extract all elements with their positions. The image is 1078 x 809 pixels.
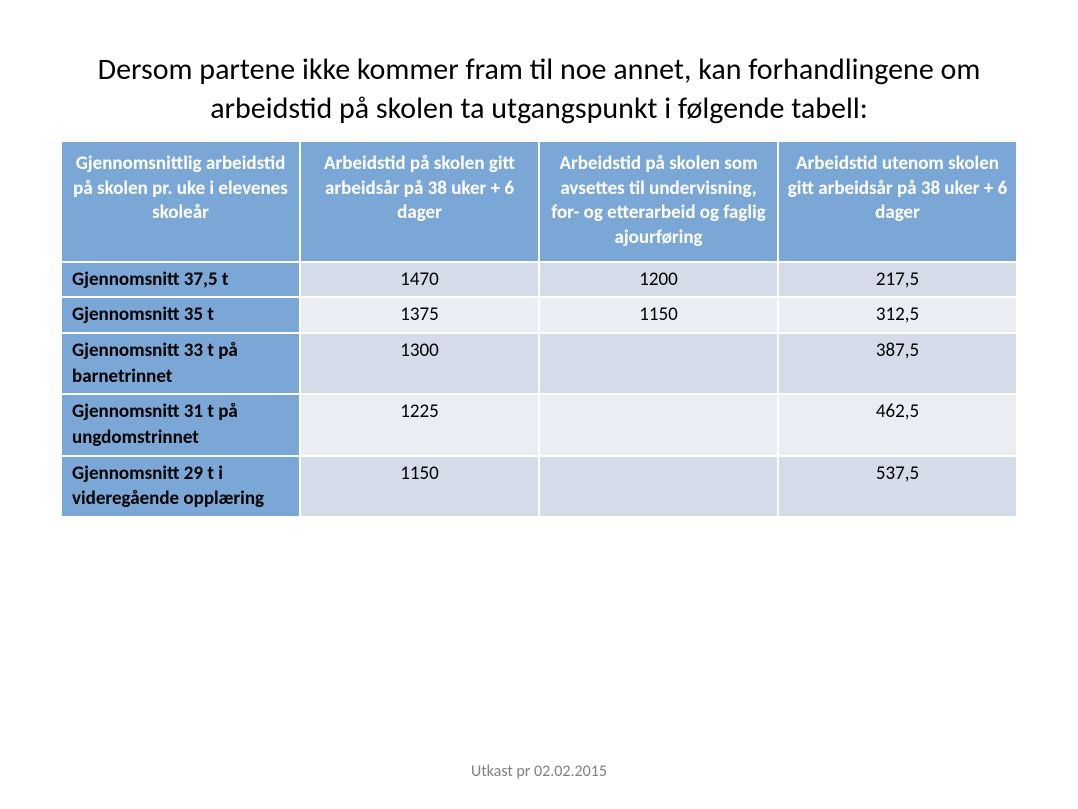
cell-value: 1300 bbox=[300, 333, 539, 394]
cell-value: 1150 bbox=[300, 456, 539, 517]
table-row: Gjennomsnitt 35 t13751150312,5 bbox=[61, 297, 1017, 333]
row-label: Gjennomsnitt 33 t på barnetrinnet bbox=[61, 333, 300, 394]
table-row: Gjennomsnitt 37,5 t14701200217,5 bbox=[61, 262, 1017, 298]
table-row: Gjennomsnitt 33 t på barnetrinnet1300 387… bbox=[61, 333, 1017, 394]
cell-value bbox=[539, 333, 778, 394]
cell-value: 1225 bbox=[300, 394, 539, 455]
cell-value: 1375 bbox=[300, 297, 539, 333]
cell-value: 1200 bbox=[539, 262, 778, 298]
table-header-row: Gjennomsnittlig arbeidstid på skolen pr.… bbox=[61, 141, 1017, 262]
col-header-0: Gjennomsnittlig arbeidstid på skolen pr.… bbox=[61, 141, 300, 262]
cell-value: 462,5 bbox=[778, 394, 1017, 455]
table-row: Gjennomsnitt 31 t på ungdomstrinnet1225 4… bbox=[61, 394, 1017, 455]
footer-text: Utkast pr 02.02.2015 bbox=[0, 762, 1078, 781]
table-row: Gjennomsnitt 29 t i videregående opplæri… bbox=[61, 456, 1017, 517]
cell-value: 312,5 bbox=[778, 297, 1017, 333]
page-title: Dersom partene ikke kommer fram til noe … bbox=[60, 50, 1018, 128]
row-label: Gjennomsnitt 31 t på ungdomstrinnet bbox=[61, 394, 300, 455]
work-hours-table: Gjennomsnittlig arbeidstid på skolen pr.… bbox=[60, 140, 1018, 518]
cell-value: 537,5 bbox=[778, 456, 1017, 517]
row-label: Gjennomsnitt 35 t bbox=[61, 297, 300, 333]
col-header-2: Arbeidstid på skolen som avsettes til un… bbox=[539, 141, 778, 262]
cell-value bbox=[539, 394, 778, 455]
col-header-3: Arbeidstid utenom skolen gitt arbeidsår … bbox=[778, 141, 1017, 262]
col-header-1: Arbeidstid på skolen gitt arbeidsår på 3… bbox=[300, 141, 539, 262]
cell-value bbox=[539, 456, 778, 517]
cell-value: 1150 bbox=[539, 297, 778, 333]
cell-value: 1470 bbox=[300, 262, 539, 298]
cell-value: 217,5 bbox=[778, 262, 1017, 298]
row-label: Gjennomsnitt 37,5 t bbox=[61, 262, 300, 298]
cell-value: 387,5 bbox=[778, 333, 1017, 394]
row-label: Gjennomsnitt 29 t i videregående opplæri… bbox=[61, 456, 300, 517]
